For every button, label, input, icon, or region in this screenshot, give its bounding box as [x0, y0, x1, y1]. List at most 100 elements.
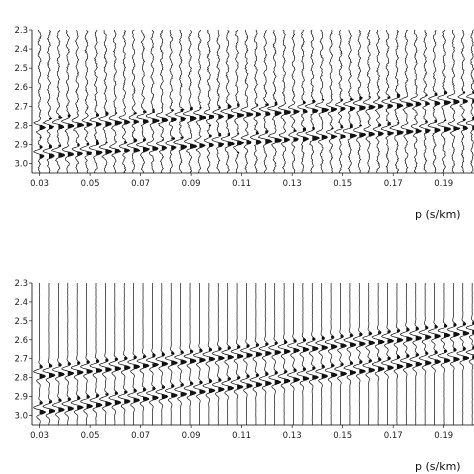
trace-positive-lobe	[340, 99, 346, 139]
trace-positive-lobe	[124, 119, 130, 153]
trace-positive-lobe	[378, 97, 384, 137]
trace-positive-lobe	[255, 343, 262, 387]
trace-positive-lobe	[39, 364, 46, 415]
seismic-trace	[88, 29, 103, 174]
y-tick-label: 2.4	[14, 45, 28, 55]
panel-top: 2.3 2.4 2.5 2.6 2.7 2.8 2.9 3.00.03 0.05 0.07 0.09…	[14, 26, 474, 221]
trace-positive-lobe	[349, 98, 357, 138]
seismic-trace	[211, 29, 225, 173]
seismic-trace	[342, 29, 358, 174]
trace-positive-lobe	[133, 356, 140, 403]
seismic-trace	[277, 283, 291, 425]
y-tick-label: 3.0	[14, 412, 28, 422]
x-tick-label: 0.17	[384, 179, 403, 189]
seismic-trace	[362, 283, 376, 425]
x-tick-label: 0.15	[333, 179, 352, 189]
trace-positive-lobe	[114, 357, 121, 406]
trace-positive-lobe	[199, 349, 206, 394]
seismic-trace	[427, 29, 441, 174]
trace-positive-lobe	[434, 325, 441, 364]
y-tick-label: 2.7	[14, 355, 28, 365]
x-axis-title: p (s/km)	[415, 460, 461, 473]
trace-positive-lobe	[387, 96, 394, 136]
trace-positive-lobe	[114, 112, 122, 153]
seismic-trace	[446, 283, 460, 426]
seismic-trace	[230, 283, 244, 425]
seismic-trace	[239, 283, 253, 425]
trace-positive-lobe	[331, 107, 337, 139]
x-tick-label: 0.09	[182, 431, 201, 441]
seismic-trace	[183, 282, 197, 426]
trace-positive-lobe	[208, 348, 215, 393]
trace-positive-lobe	[246, 112, 253, 145]
trace-positive-lobe	[190, 349, 196, 396]
seismic-trace	[165, 29, 177, 173]
seismic-trace	[89, 282, 103, 426]
seismic-trace	[314, 29, 330, 174]
trace-positive-lobe	[284, 340, 291, 383]
seismic-trace	[42, 29, 55, 174]
seismic-trace	[465, 282, 474, 426]
trace-positive-lobe	[255, 104, 261, 145]
trace-positive-lobe	[406, 102, 414, 135]
seismic-trace	[174, 283, 188, 426]
seismic-trace	[465, 29, 474, 174]
seismic-trace	[343, 283, 357, 426]
x-tick-label: 0.11	[232, 431, 251, 441]
trace-positive-lobe	[387, 330, 394, 370]
trace-positive-lobe	[246, 344, 253, 389]
trace-positive-lobe	[293, 109, 300, 142]
seismic-trace	[193, 282, 206, 425]
seismic-trace	[60, 29, 75, 174]
trace-positive-lobe	[462, 322, 469, 360]
trace-positive-lobe	[453, 99, 460, 131]
trace-positive-lobe	[105, 111, 112, 154]
x-tick-label: 0.09	[182, 179, 201, 189]
seismic-trace	[127, 282, 141, 426]
seismic-trace	[203, 29, 215, 174]
panel-bottom: 2.3 2.4 2.5 2.6 2.7 2.8 2.9 3.00.03 0.05 0.07 0.09…	[14, 279, 474, 473]
seismic-trace	[362, 29, 376, 174]
seismic-trace	[70, 282, 84, 426]
seismic-trace	[305, 283, 319, 426]
seismic-trace	[182, 29, 198, 174]
seismic-trace	[456, 283, 470, 425]
x-tick-label: 0.15	[333, 431, 352, 441]
trace-positive-lobe	[133, 112, 140, 153]
trace-positive-lobe	[265, 342, 272, 386]
seismic-trace	[286, 283, 301, 425]
seismic-trace	[390, 282, 404, 425]
y-tick-label: 2.5	[14, 317, 28, 327]
x-axis-title: p (s/km)	[415, 208, 461, 221]
seismic-trace	[372, 29, 384, 174]
seismic-trace	[410, 29, 423, 174]
trace-positive-lobe	[86, 360, 93, 409]
trace-positive-lobe	[152, 108, 160, 151]
x-tick-label: 0.13	[283, 179, 302, 189]
trace-positive-lobe	[340, 334, 347, 376]
trace-positive-lobe	[39, 125, 46, 159]
seismic-trace	[202, 282, 216, 426]
trace-positive-lobe	[453, 323, 460, 362]
y-tick-label: 2.7	[14, 102, 28, 112]
seismic-trace	[333, 29, 346, 174]
trace-positive-lobe	[199, 107, 206, 148]
seismic-trace	[61, 282, 75, 425]
seismic-trace	[315, 282, 329, 425]
x-tick-label: 0.19	[434, 431, 453, 441]
seismic-trace	[108, 283, 122, 426]
y-tick-label: 3.0	[14, 159, 28, 169]
seismic-trace	[136, 282, 150, 425]
seismic-trace	[50, 29, 66, 174]
seismic-trace	[267, 29, 282, 174]
seismic-trace	[380, 29, 394, 174]
trace-positive-lobe	[218, 347, 225, 392]
trace-positive-lobe	[368, 332, 375, 373]
trace-positive-lobe	[396, 93, 404, 136]
seismic-trace	[173, 29, 187, 174]
y-tick-label: 2.8	[14, 374, 28, 384]
trace-positive-lobe	[406, 327, 413, 368]
x-tick-label: 0.07	[131, 431, 150, 441]
seismic-trace	[352, 29, 367, 174]
